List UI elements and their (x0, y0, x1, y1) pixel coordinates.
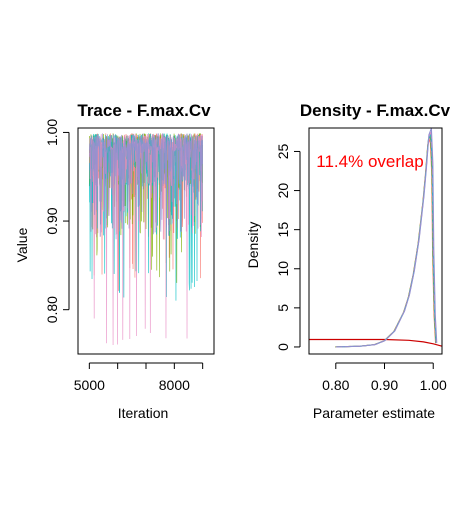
trace-panel: Trace - F.max.Cv Iteration Value 5000 800… (14, 101, 215, 421)
trace-x-tick-label: 8000 (159, 377, 190, 393)
density-x-tick-label: 0.90 (371, 377, 398, 393)
density-y-tick-label: 10 (275, 261, 291, 277)
trace-y-tick-label: 1.00 (44, 119, 60, 146)
density-y-tick-label: 15 (275, 222, 291, 238)
trace-series-line (88, 132, 204, 240)
trace-lines (88, 132, 204, 345)
density-x-tick-label: 0.80 (322, 377, 349, 393)
density-y-tick-label: 25 (275, 143, 291, 159)
trace-xlabel: Iteration (118, 405, 169, 421)
density-x-tick-label: 1.00 (420, 377, 447, 393)
density-y-tick-label: 20 (275, 183, 291, 199)
posterior-density-line (336, 128, 438, 348)
density-y-tick-label: 5 (275, 304, 291, 312)
trace-x-tick-label: 5000 (74, 377, 105, 393)
density-lines (309, 128, 443, 348)
trace-x-axis: 5000 8000 (74, 362, 204, 393)
density-title: Density - F.max.Cv (300, 101, 451, 120)
trace-plot-frame (77, 127, 215, 355)
overlap-annotation: 11.4% overlap (316, 152, 423, 171)
density-x-axis: 0.80 0.90 1.00 (322, 362, 447, 393)
trace-y-tick-label: 0.90 (44, 207, 60, 234)
density-panel: Density - F.max.Cv Parameter estimate De… (245, 101, 451, 421)
trace-title: Trace - F.max.Cv (77, 101, 211, 120)
trace-y-tick-label: 0.80 (44, 296, 60, 323)
density-ylabel: Density (245, 222, 261, 269)
trace-y-axis: 0.80 0.90 1.00 (44, 119, 70, 323)
prior-density-line (309, 338, 443, 347)
density-y-tick-label: 0 (275, 343, 291, 351)
density-plot-frame (308, 127, 443, 355)
density-xlabel: Parameter estimate (313, 405, 435, 421)
trace-ylabel: Value (14, 227, 30, 262)
density-y-axis: 0 5 10 15 20 25 (275, 143, 301, 351)
